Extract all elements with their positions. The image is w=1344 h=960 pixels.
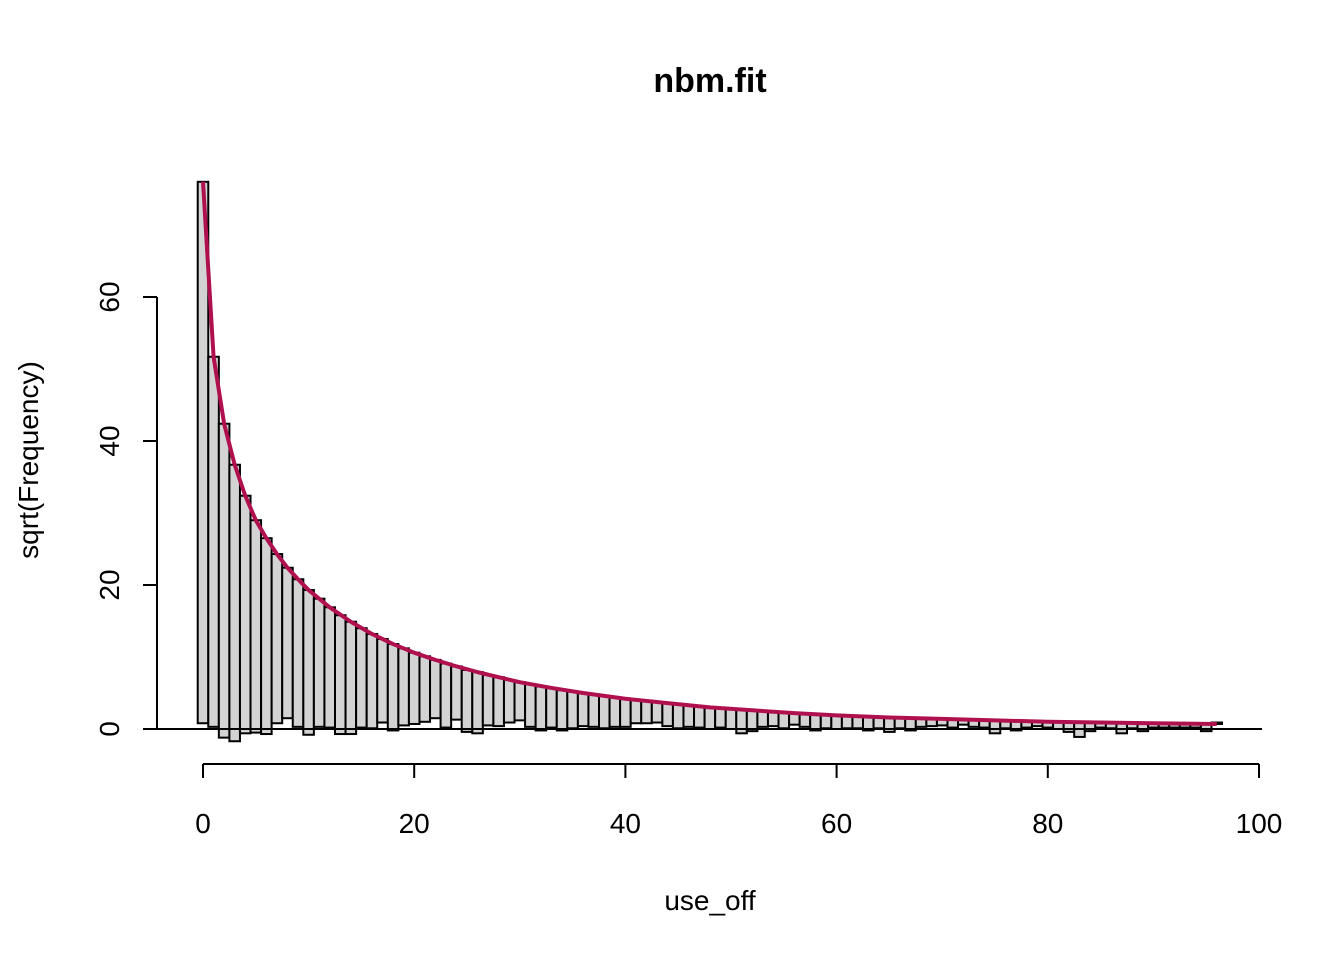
- bar-15: [355, 627, 368, 729]
- bar-19: [397, 647, 410, 727]
- bar-23: [439, 662, 453, 729]
- bar-16: [365, 632, 379, 730]
- bar-30: [513, 681, 527, 722]
- bar-38: [598, 694, 611, 730]
- y-tick-label-40: 40: [94, 425, 125, 456]
- bar-27: [481, 674, 495, 727]
- bar-34: [555, 689, 569, 732]
- x-tick-label-0: 0: [195, 808, 211, 839]
- bar-25: [460, 668, 474, 733]
- bar-18: [386, 643, 400, 732]
- bar-49: [714, 707, 727, 729]
- y-axis: 0 20 40 60: [94, 281, 158, 737]
- x-axis: 0 20 40 60 80 100: [195, 763, 1283, 839]
- bar-2: [217, 422, 231, 739]
- y-tick-label-20: 20: [94, 569, 125, 600]
- bar-7: [270, 553, 284, 725]
- bar-37: [587, 693, 601, 728]
- bar-41: [629, 699, 643, 725]
- bar-20: [407, 651, 421, 725]
- bar-42: [640, 699, 653, 725]
- bar-21: [418, 655, 432, 723]
- bar-22: [429, 658, 442, 720]
- x-tick-label-100: 100: [1236, 808, 1283, 839]
- x-tick-label-40: 40: [610, 808, 641, 839]
- bar-43: [650, 701, 664, 724]
- bar-33: [545, 686, 558, 729]
- bar-26: [471, 671, 484, 735]
- y-tick-label-60: 60: [94, 281, 125, 312]
- bar-9: [291, 578, 305, 728]
- bar-32: [534, 685, 548, 732]
- chart-title: nbm.fit: [653, 62, 766, 100]
- bar-17: [376, 638, 389, 724]
- x-tick-label-60: 60: [821, 808, 852, 839]
- bar-12: [323, 606, 337, 729]
- bar-47: [693, 704, 706, 729]
- bar-40: [619, 697, 632, 728]
- bar-14: [344, 620, 358, 736]
- bar-1: [207, 355, 220, 728]
- fitted-curve: [201, 181, 1217, 726]
- y-tick-label-0: 0: [94, 721, 125, 737]
- bar-35: [566, 690, 579, 730]
- bar-10: [302, 589, 315, 736]
- bar-36: [576, 692, 590, 728]
- hanging-bars: [196, 180, 1224, 743]
- bar-28: [492, 676, 505, 728]
- bar-39: [608, 696, 622, 728]
- bar-4: [238, 494, 252, 735]
- bar-46: [682, 704, 696, 728]
- bar-3: [228, 463, 241, 743]
- y-axis-title: sqrt(Frequency): [13, 361, 44, 559]
- bar-11: [312, 597, 326, 728]
- bar-8: [281, 566, 294, 720]
- x-axis-title: use_off: [664, 885, 756, 916]
- bar-48: [703, 706, 717, 731]
- bar-5: [249, 519, 263, 734]
- bar-44: [661, 702, 674, 728]
- bar-13: [334, 614, 347, 736]
- bar-6: [260, 537, 273, 736]
- bar-24: [450, 665, 463, 721]
- bar-53: [756, 710, 769, 728]
- x-tick-label-80: 80: [1032, 808, 1063, 839]
- bar-31: [524, 683, 537, 728]
- x-tick-label-20: 20: [399, 808, 430, 839]
- bar-45: [671, 703, 685, 730]
- bar-50: [724, 707, 738, 731]
- bar-29: [502, 679, 516, 724]
- bar-55: [777, 711, 791, 730]
